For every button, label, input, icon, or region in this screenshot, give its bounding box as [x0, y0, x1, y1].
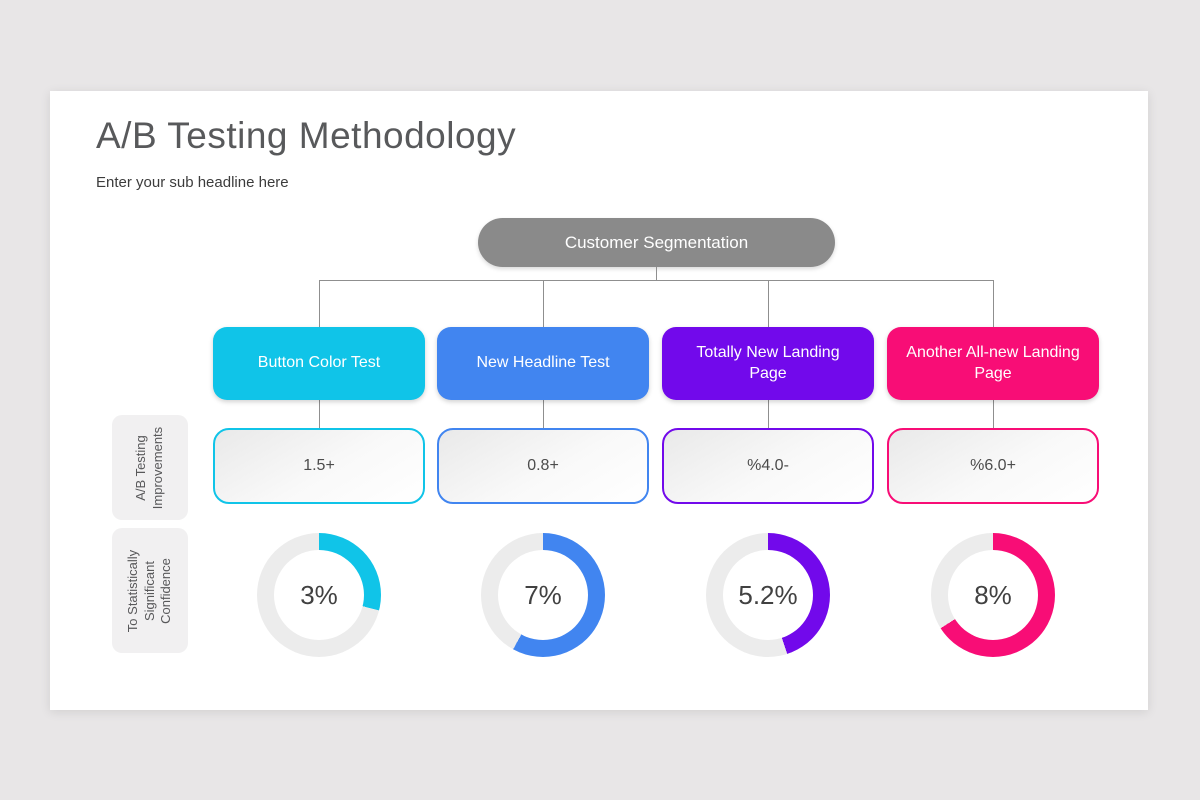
root-node-customer-segmentation: Customer Segmentation — [478, 218, 835, 267]
branch-node-button-color-test: Button Color Test — [213, 327, 425, 400]
improvement-value-box: 1.5+ — [213, 428, 425, 504]
row-label-card-confidence: To Statistically Significant Confidence — [112, 528, 188, 653]
connector-line — [993, 280, 994, 327]
branch-node-label: New Headline Test — [476, 354, 610, 372]
connector-line — [768, 280, 769, 327]
confidence-donut-chart: 3% — [257, 533, 381, 657]
connector-line — [543, 400, 544, 428]
connector-line — [543, 280, 544, 327]
page-subtitle: Enter your sub headline here — [96, 174, 289, 191]
confidence-percent: 3% — [300, 579, 338, 610]
improvement-value: 0.8+ — [527, 457, 559, 474]
connector-line — [319, 400, 320, 428]
connector-line — [656, 267, 657, 280]
connector-line — [319, 280, 320, 327]
branch-node-new-headline-test: New Headline Test — [437, 327, 649, 400]
branch-node-another-all-new-landing-page: Another All-new Landing Page — [887, 327, 1099, 400]
confidence-donut-chart: 8% — [931, 533, 1055, 657]
confidence-percent: 7% — [524, 579, 562, 610]
branch-node-label: Button Color Test — [257, 354, 381, 372]
branch-node-totally-new-landing-page: Totally New Landing Page — [662, 327, 874, 400]
slide-canvas: A/B Testing Methodology Enter your sub h… — [50, 91, 1148, 710]
improvement-value-box: %6.0+ — [887, 428, 1099, 504]
confidence-percent: 5.2% — [738, 579, 798, 610]
root-node-label: Customer Segmentation — [564, 232, 749, 252]
confidence-donut-chart: 5.2% — [706, 533, 830, 657]
page-title: A/B Testing Methodology — [96, 115, 517, 156]
connector-line — [993, 400, 994, 428]
connector-line — [768, 400, 769, 428]
improvement-value-box: %4.0- — [662, 428, 874, 504]
confidence-percent: 8% — [974, 579, 1012, 610]
branch-node-label: Totally New Landing Page — [696, 343, 840, 382]
improvement-value: %6.0+ — [970, 457, 1016, 474]
improvement-value: %4.0- — [747, 457, 789, 474]
improvement-value-box: 0.8+ — [437, 428, 649, 504]
row-label-text: To Statistically Significant Confidence — [124, 549, 174, 632]
row-label-text: A/B Testing Improvements — [133, 426, 165, 509]
row-label-card-improvements: A/B Testing Improvements — [112, 415, 188, 520]
branch-node-label: Another All-new Landing Page — [906, 343, 1080, 382]
connector-line — [319, 280, 993, 281]
improvement-value: 1.5+ — [303, 457, 335, 474]
confidence-donut-chart: 7% — [481, 533, 605, 657]
